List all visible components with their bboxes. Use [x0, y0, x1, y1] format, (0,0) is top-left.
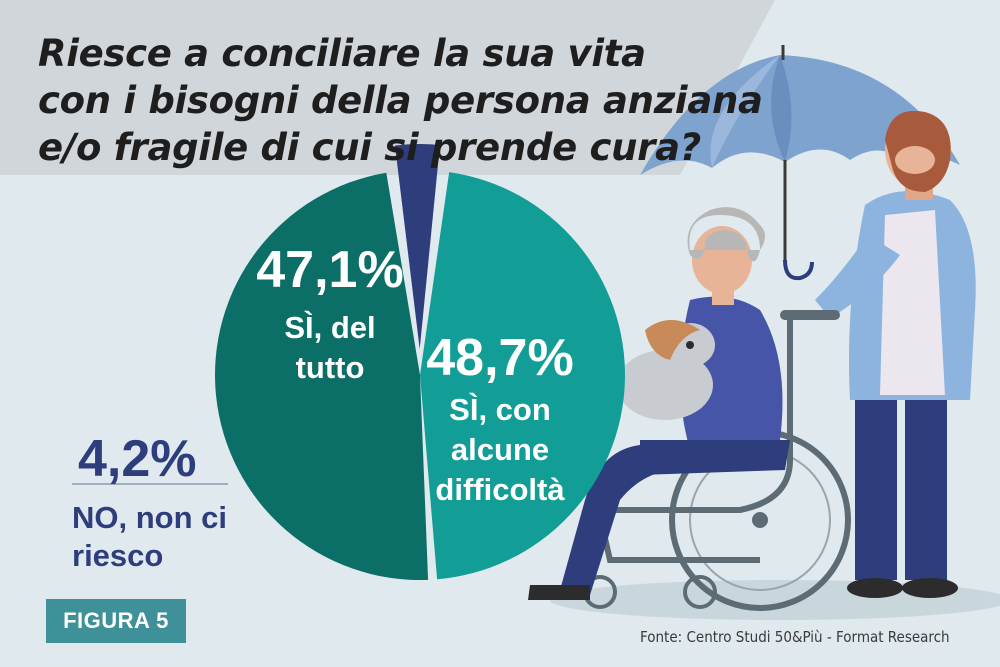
slice-value-label: 48,7% — [426, 329, 573, 387]
pie-chart — [215, 144, 625, 580]
title-line: Riesce a conciliare la sua vita — [38, 32, 646, 75]
slice-name-label: SÌ, del — [284, 310, 375, 345]
slice-value-label: 4,2% — [78, 430, 197, 488]
pie-slice-si-con-difficolta — [215, 172, 429, 580]
slice-name-label: tutto — [296, 350, 365, 385]
figure-badge: FIGURA 5 — [46, 599, 186, 643]
title-band — [0, 0, 775, 175]
slice-name-label: NO, non ci — [72, 500, 227, 535]
source-note: Fonte: Centro Studi 50&Più - Format Rese… — [640, 628, 950, 646]
chart-title: Riesce a conciliare la sua vita con i bi… — [38, 30, 763, 171]
slice-name-label: riesco — [72, 538, 163, 573]
slice-label-si-con-difficolta: 48,7% SÌ, con alcune difficoltà — [426, 329, 573, 507]
slice-name-label: difficoltà — [435, 472, 565, 507]
slice-name-label: SÌ, con — [449, 392, 551, 427]
slice-value-label: 47,1% — [256, 241, 403, 299]
pie-slice-si-del-tutto — [420, 172, 625, 580]
slice-label-no: 4,2% NO, non ci riesco — [72, 430, 227, 573]
title-line: con i bisogni della persona anziana — [38, 79, 763, 122]
pie-slice-no — [394, 144, 440, 350]
title-line: e/o fragile di cui si prende cura? — [38, 126, 701, 169]
slice-name-label: alcune — [451, 432, 549, 467]
slice-label-si-del-tutto: 47,1% SÌ, del tutto — [256, 241, 403, 385]
